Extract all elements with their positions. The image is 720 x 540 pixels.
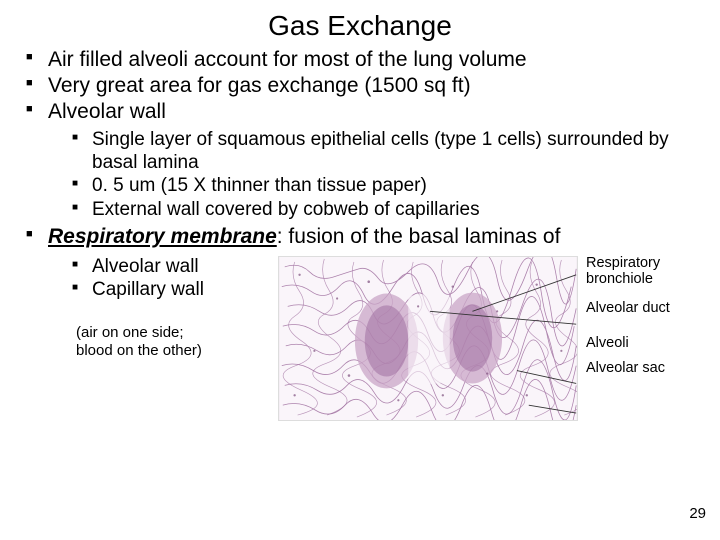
figure-label: Alveoli: [586, 335, 720, 352]
list-item: Capillary wall: [72, 279, 278, 302]
figure-label: Alveolar duct: [586, 300, 720, 317]
list-item-text: Alveolar wall: [48, 100, 166, 123]
bottom-left-column: Alveolar wall Capillary wall (air on one…: [48, 252, 278, 361]
list-item: External wall covered by cobweb of capil…: [72, 199, 694, 221]
list-item: Single layer of squamous epithelial cell…: [72, 129, 694, 174]
figure-label-column: Respiratory bronchiole Alveolar duct Alv…: [586, 252, 720, 386]
bottom-row: Alveolar wall Capillary wall (air on one…: [48, 252, 694, 427]
parenthetical-note: (air on one side; blood on the other): [76, 324, 278, 360]
bullet-list-level1: Air filled alveoli account for most of t…: [26, 48, 694, 427]
note-line: blood on the other): [76, 342, 202, 359]
bullet-list-level2: Alveolar wall Capillary wall: [72, 256, 278, 303]
slide-content: Air filled alveoli account for most of t…: [0, 48, 720, 427]
figure-label: Respiratory bronchiole: [586, 255, 720, 288]
slide-title: Gas Exchange: [0, 0, 720, 48]
list-item: 0. 5 um (15 X thinner than tissue paper): [72, 175, 694, 197]
note-line: (air on one side;: [76, 324, 184, 341]
list-item-respiratory-membrane: Respiratory membrane: fusion of the basa…: [26, 225, 694, 427]
page-number: 29: [689, 505, 706, 522]
list-item-text: : fusion of the basal laminas of: [277, 225, 561, 248]
bullet-list-level2: Single layer of squamous epithelial cell…: [72, 129, 694, 221]
list-item: Alveolar wall: [72, 256, 278, 279]
histology-svg: [279, 257, 577, 420]
figure-label: Alveolar sac: [586, 360, 720, 377]
list-item: Alveolar wall Single layer of squamous e…: [26, 100, 694, 221]
emphasized-term: Respiratory membrane: [48, 225, 277, 248]
list-item: Air filled alveoli account for most of t…: [26, 48, 694, 73]
histology-image: [278, 256, 578, 421]
list-item: Very great area for gas exchange (1500 s…: [26, 74, 694, 99]
figure-area: Respiratory bronchiole Alveolar duct Alv…: [278, 252, 694, 427]
